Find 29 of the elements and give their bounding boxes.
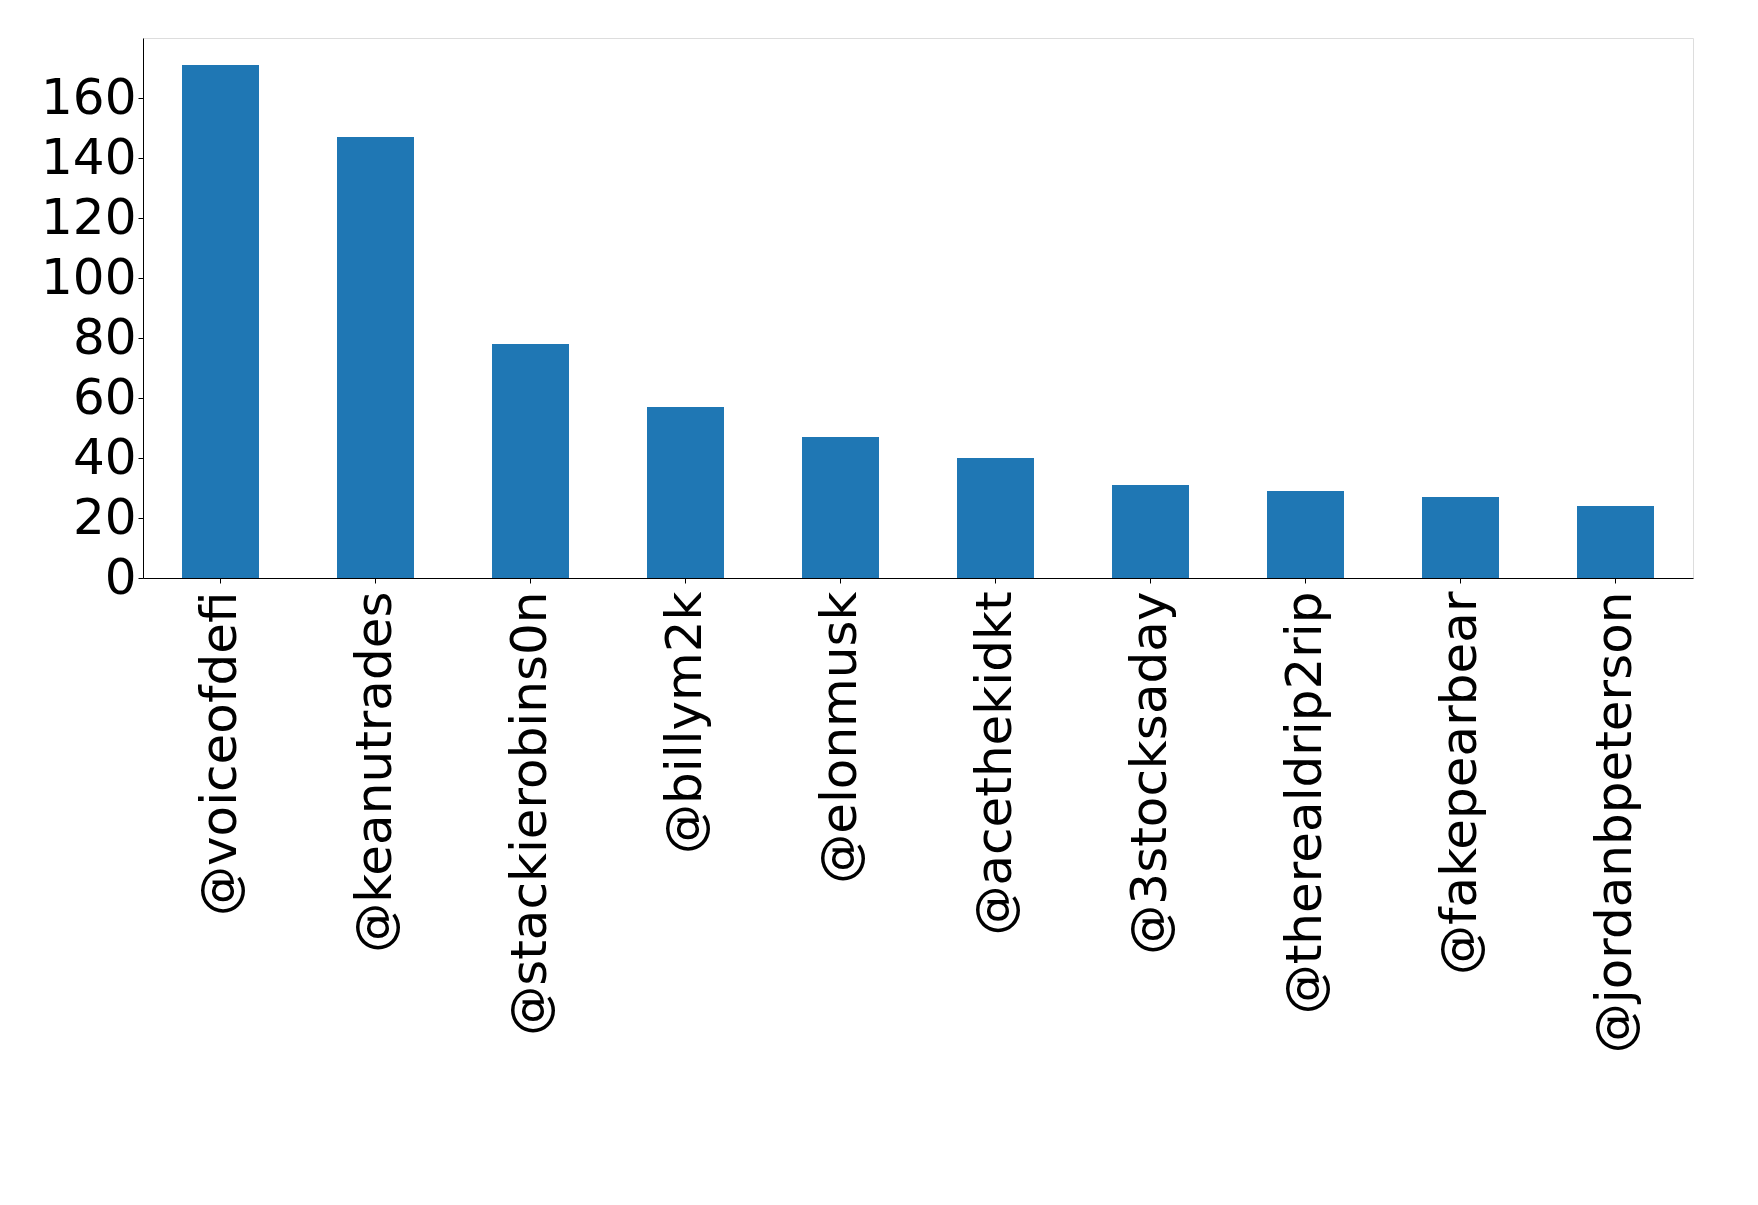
y-tick-label: 40 (72, 427, 137, 486)
bar (1112, 485, 1189, 578)
x-tick-label: @therealdrip2rip (1274, 591, 1333, 1015)
bar (1577, 506, 1654, 578)
y-tick-label: 80 (72, 307, 137, 366)
y-tick-label: 160 (41, 67, 137, 126)
x-tick-label: @billym2k (654, 591, 713, 854)
x-tick-label: @stackierobins0n (499, 591, 558, 1036)
bar (492, 344, 569, 578)
x-tick-label: @elonmusk (809, 591, 868, 884)
x-tick-label: @keanutrades (344, 591, 403, 953)
x-tick-label: @fakepearbear (1429, 591, 1488, 976)
y-tick-label: 20 (72, 487, 137, 546)
bar (957, 458, 1034, 578)
x-tick-label: @voiceofdefi (189, 591, 248, 917)
bar (337, 137, 414, 578)
y-tick-label: 60 (72, 367, 137, 426)
bar (1267, 491, 1344, 578)
x-tick-label: @jordanbpeterson (1584, 591, 1643, 1054)
bar (647, 407, 724, 578)
y-tick-label: 120 (41, 187, 137, 246)
x-tick-label: @3stocksaday (1119, 591, 1178, 955)
bar (182, 65, 259, 578)
y-tick-label: 100 (41, 247, 137, 306)
x-tick-label: @acethekidkt (964, 591, 1023, 936)
y-tick-label: 140 (41, 127, 137, 186)
y-tick-label: 0 (104, 547, 137, 606)
bar (802, 437, 879, 578)
bar (1422, 497, 1499, 578)
